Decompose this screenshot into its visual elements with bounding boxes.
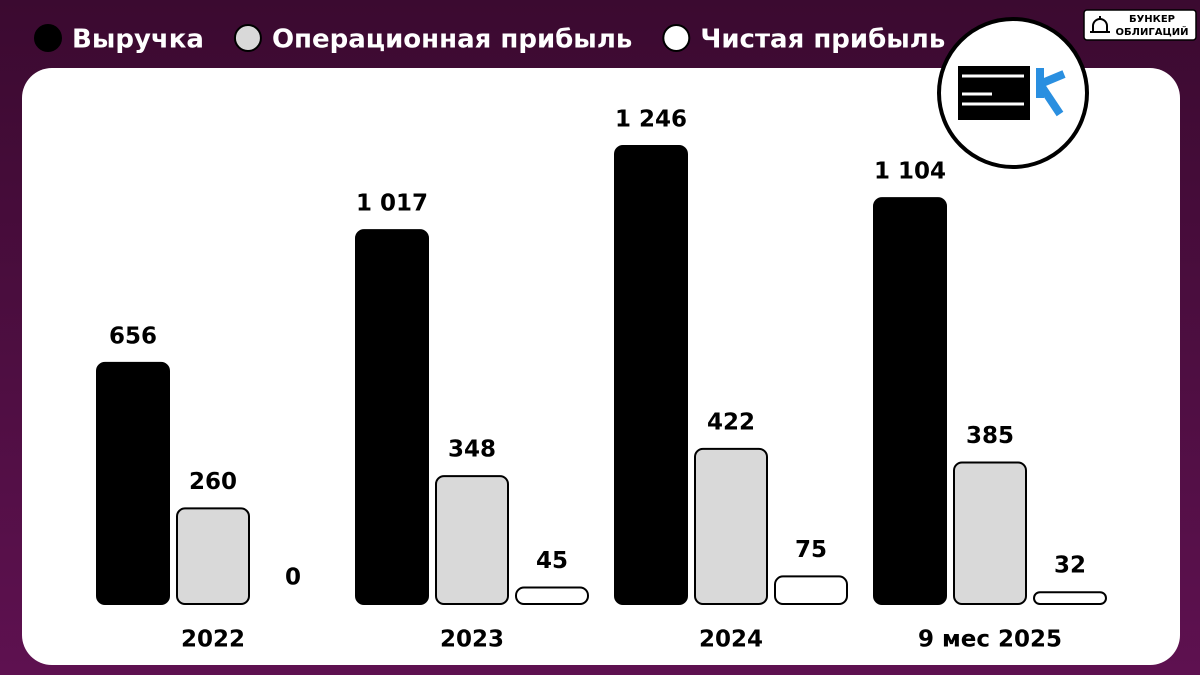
legend-label: Операционная прибыль [272, 25, 632, 55]
value-label: 385 [966, 423, 1014, 449]
x-tick-label: 2024 [699, 627, 763, 653]
legend-marker [233, 24, 262, 52]
value-label: 45 [536, 548, 568, 574]
badge-box [1083, 9, 1197, 41]
x-tick-label: 2023 [440, 627, 504, 653]
bar [96, 361, 170, 605]
value-label: 260 [189, 469, 237, 495]
badge-text: ОБЛИГАЦИЙ [1116, 25, 1189, 38]
value-label: 1 104 [874, 159, 946, 185]
value-label: 0 [285, 565, 301, 591]
value-label: 348 [448, 437, 496, 463]
bar [873, 197, 947, 606]
legend-label: Чистая прибыль [700, 25, 945, 55]
x-tick-label: 9 мес 2025 [918, 627, 1062, 653]
badge-text: БУНКЕР [1129, 14, 1175, 25]
value-label: 32 [1054, 553, 1086, 579]
value-label: 656 [109, 323, 157, 349]
bar [694, 447, 768, 605]
bar [515, 586, 589, 606]
bar [355, 229, 429, 606]
company-logo [937, 17, 1089, 169]
value-label: 75 [795, 537, 827, 563]
bar [1033, 591, 1107, 606]
bar [435, 475, 509, 605]
value-label: 422 [707, 409, 755, 435]
logo-lines [962, 74, 1024, 106]
value-label: 1 017 [356, 191, 428, 217]
logo-k [1036, 68, 1066, 117]
value-label: 1 246 [615, 106, 687, 132]
legend-marker [662, 24, 691, 52]
legend-label: Выручка [72, 25, 204, 55]
bar [614, 144, 688, 605]
badge-icon [1090, 16, 1110, 33]
brand-badge: БУНКЕР ОБЛИГАЦИЙ [1083, 9, 1197, 41]
bar [176, 507, 250, 606]
x-tick-label: 2022 [181, 627, 245, 653]
bar [953, 461, 1027, 605]
legend-marker [34, 24, 62, 52]
bar [774, 575, 848, 605]
